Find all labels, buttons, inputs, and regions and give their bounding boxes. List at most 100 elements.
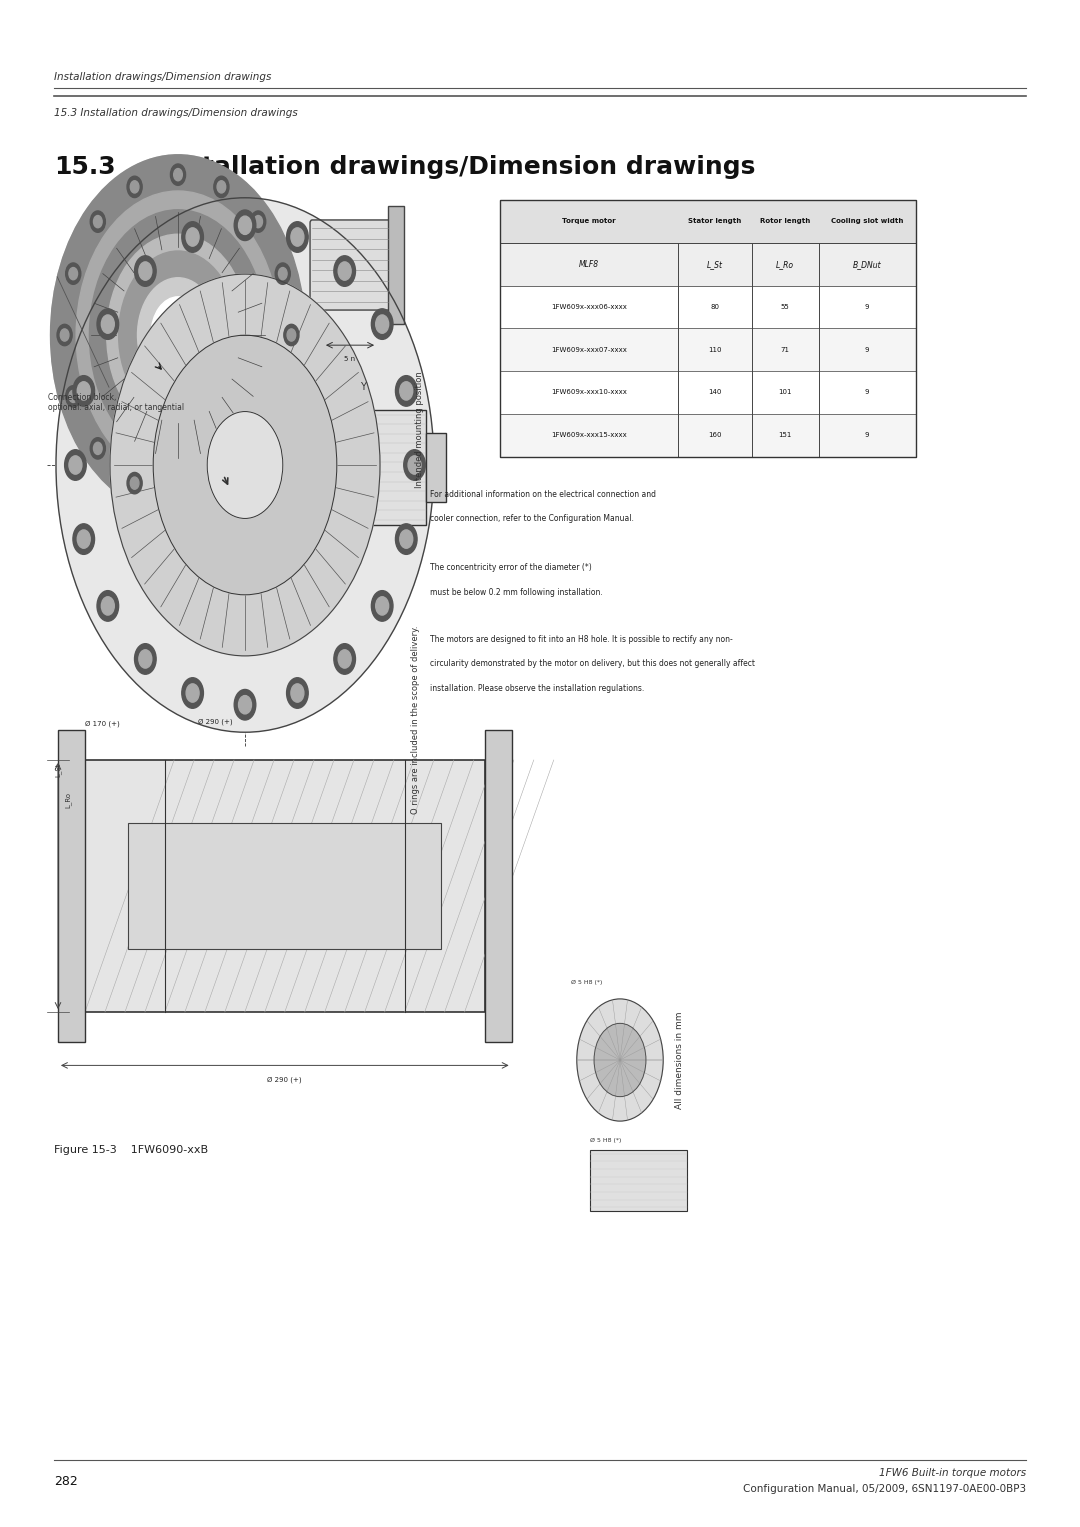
Bar: [500, 286, 916, 328]
Circle shape: [291, 228, 303, 246]
Circle shape: [214, 472, 229, 493]
Circle shape: [78, 382, 91, 400]
Circle shape: [69, 457, 82, 475]
Circle shape: [131, 180, 139, 192]
Bar: [340, 411, 427, 525]
Circle shape: [239, 217, 252, 235]
Circle shape: [577, 999, 663, 1121]
Circle shape: [127, 472, 143, 493]
Circle shape: [51, 154, 306, 515]
Circle shape: [56, 199, 434, 733]
Text: 1FW609x-xxx06-xxxx: 1FW609x-xxx06-xxxx: [551, 304, 627, 310]
Circle shape: [102, 315, 114, 333]
Circle shape: [186, 684, 199, 702]
Circle shape: [181, 221, 203, 252]
Circle shape: [217, 180, 226, 192]
Circle shape: [66, 386, 81, 408]
Circle shape: [234, 211, 256, 241]
Text: Ø 5 H8 (*): Ø 5 H8 (*): [590, 1138, 621, 1144]
Circle shape: [404, 450, 426, 481]
Circle shape: [284, 324, 299, 345]
Circle shape: [338, 263, 351, 281]
Circle shape: [51, 154, 306, 515]
Circle shape: [139, 651, 152, 669]
Circle shape: [594, 1023, 646, 1096]
Text: Torque motor: Torque motor: [563, 218, 616, 224]
Text: 101: 101: [779, 389, 792, 395]
Text: Ø 290 (+): Ø 290 (+): [198, 718, 232, 725]
Text: 140: 140: [708, 389, 721, 395]
Text: The motors are designed to fit into an H8 hole. It is possible to rectify any no: The motors are designed to fit into an H…: [430, 635, 732, 644]
Circle shape: [334, 257, 355, 287]
Circle shape: [171, 484, 186, 505]
Circle shape: [69, 391, 78, 403]
Circle shape: [395, 524, 417, 554]
Text: For additional information on the electrical connection and: For additional information on the electr…: [430, 490, 656, 499]
Circle shape: [372, 591, 393, 621]
Circle shape: [291, 684, 303, 702]
Circle shape: [254, 215, 262, 228]
Text: All dimensions in mm: All dimensions in mm: [675, 1011, 685, 1109]
Text: cooler connection, refer to the Configuration Manual.: cooler connection, refer to the Configur…: [430, 515, 634, 524]
Circle shape: [135, 257, 157, 287]
Text: 9: 9: [865, 389, 869, 395]
Text: 9: 9: [865, 304, 869, 310]
Text: Installation drawings/Dimension drawings: Installation drawings/Dimension drawings: [160, 156, 755, 179]
Circle shape: [217, 476, 226, 489]
Text: 80: 80: [711, 304, 719, 310]
Circle shape: [110, 275, 380, 657]
Bar: [590, 1150, 687, 1211]
Circle shape: [251, 211, 266, 232]
Circle shape: [127, 176, 143, 197]
Bar: [58, 730, 85, 1043]
Text: circularity demonstrated by the motor on delivery, but this does not generally a: circularity demonstrated by the motor on…: [430, 660, 755, 669]
Circle shape: [400, 530, 413, 548]
Bar: [388, 206, 404, 324]
Text: must be below 0.2 mm following installation.: must be below 0.2 mm following installat…: [430, 588, 603, 597]
Circle shape: [139, 263, 152, 281]
Bar: [500, 414, 916, 457]
Text: 15.3: 15.3: [54, 156, 116, 179]
Circle shape: [171, 163, 186, 185]
Circle shape: [400, 382, 413, 400]
Text: 5 n: 5 n: [345, 356, 355, 362]
Circle shape: [69, 267, 78, 279]
Circle shape: [78, 530, 91, 548]
Text: 55: 55: [781, 304, 789, 310]
Bar: [85, 760, 485, 1012]
Text: L_Ro: L_Ro: [65, 793, 71, 808]
Text: Stator length: Stator length: [688, 218, 742, 224]
Circle shape: [275, 386, 291, 408]
Text: Cooling slot width: Cooling slot width: [831, 218, 903, 224]
Text: Installation drawings/Dimension drawings: Installation drawings/Dimension drawings: [54, 72, 271, 82]
Circle shape: [153, 336, 337, 596]
Circle shape: [376, 597, 389, 615]
Circle shape: [77, 191, 280, 479]
Circle shape: [254, 443, 262, 455]
Text: O rings are included in the scope of delivery.: O rings are included in the scope of del…: [410, 626, 419, 814]
Circle shape: [279, 267, 287, 279]
Text: 9: 9: [865, 432, 869, 438]
Circle shape: [214, 176, 229, 197]
Circle shape: [73, 524, 95, 554]
Text: L_St: L_St: [707, 260, 723, 269]
FancyBboxPatch shape: [310, 220, 390, 310]
Circle shape: [174, 489, 183, 501]
Bar: [500, 328, 916, 371]
Circle shape: [137, 278, 218, 392]
Circle shape: [66, 263, 81, 284]
Text: 15.3 Installation drawings/Dimension drawings: 15.3 Installation drawings/Dimension dra…: [54, 108, 298, 118]
Bar: [500, 200, 916, 243]
Bar: [500, 243, 916, 286]
Circle shape: [91, 438, 106, 460]
Bar: [129, 823, 442, 948]
Circle shape: [207, 412, 283, 519]
Circle shape: [73, 376, 95, 406]
Circle shape: [102, 597, 114, 615]
Text: 1FW609x-xxx15-xxxx: 1FW609x-xxx15-xxxx: [551, 432, 627, 438]
Text: 110: 110: [708, 347, 721, 353]
Circle shape: [107, 234, 249, 435]
Circle shape: [131, 476, 139, 489]
Text: 282: 282: [54, 1475, 78, 1487]
Text: Configuration Manual, 05/2009, 6SN1197-0AE00-0BP3: Configuration Manual, 05/2009, 6SN1197-0…: [743, 1484, 1026, 1493]
